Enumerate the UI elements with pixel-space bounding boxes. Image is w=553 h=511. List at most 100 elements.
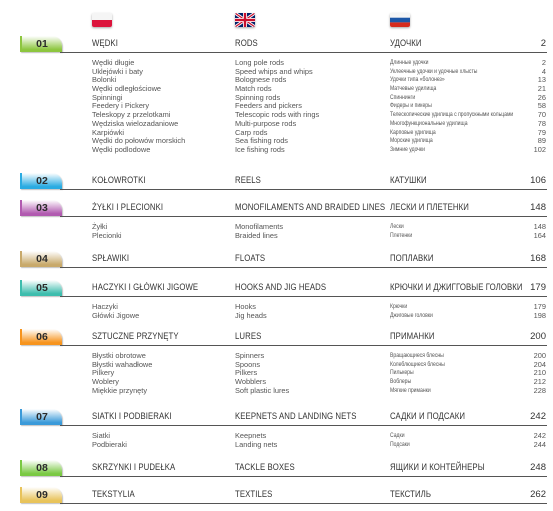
toc-section[interactable]: 09 TEKSTYLIA TEXTILES ТЕКСТИЛЬ 262 [0,487,553,504]
section-header: 08 SKRZYNKI I PUDEŁKA TACKLE BOXES ЯЩИКИ И … [0,460,553,477]
subsection-row[interactable]: Haczyki Hooks Крючки 179 [0,302,553,312]
subsection-row[interactable]: Wędki długie Long pole rods Длинные удочки… [0,58,553,68]
subsection-row[interactable]: Siatki Keepnets Садки 242 [0,431,553,441]
section-title-en: TACKLE BOXES [235,462,295,473]
subsection-row[interactable]: Feedery i Pickery Feeders and pickers Фиде… [0,102,553,111]
subsection-title-ru: Фидеры и пикеры [390,102,432,110]
subsection-page-number: 21 [537,84,546,94]
section-divider [60,267,547,268]
subsection-row[interactable]: Wędziska wielozadaniowe Multi-purpose rod… [0,119,553,129]
toc-section[interactable]: 08 SKRZYNKI I PUDEŁKA TACKLE BOXES ЯЩИКИ И … [0,460,553,477]
subsection-row[interactable]: Plecionki Braided lines Плетенки 164 [0,230,553,241]
section-number-tab: 02 [20,173,62,189]
subsection-page-number: 210 [533,368,546,378]
subsection-list: Żyłki Monofilaments Лески 148 Plecionki Braid… [0,222,553,241]
subsection-title-pl: Wędki odległościowe [92,84,162,94]
subsection-title-ru: Пилькеры [390,369,414,377]
section-page-number: 148 [530,202,546,213]
subsection-title-pl: Karpiówki [92,127,125,137]
section-divider [60,476,547,477]
subsection-title-pl: Spinningi [92,92,123,102]
subsection-title-en: Spoons [235,359,261,369]
subsection-row[interactable]: Wędki odległościowe Match rods Матчевые уд… [0,84,553,94]
subsection-title-ru: Карповые удилища [390,128,436,136]
toc-section[interactable]: 05 HACZYKI I GŁÓWKI JIGOWE HOOKS AND JIG H… [0,280,553,320]
section-title-ru: ТЕКСТИЛЬ [390,489,432,500]
subsection-title-ru: Спиннинги [390,93,416,101]
toc-section[interactable]: 02 KOŁOWROTKI REELS КАТУШКИ 106 [0,173,553,190]
subsection-row[interactable]: Główki Jigowe Jig heads Джиговые головки 19… [0,310,553,321]
section-page-number: 248 [530,462,546,473]
subsection-row[interactable]: Wędki do połowów morskich Sea fishing rod… [0,136,553,146]
subsection-title-en: Ice fishing rods [235,144,285,154]
section-title-en: HOOKS AND JIG HEADS [235,282,327,293]
section-title-en: TEXTILES [235,489,273,500]
subsection-title-pl: Uklejówki i baty [92,66,143,76]
subsection-page-number: 13 [537,75,546,85]
subsection-row[interactable]: Uklejówki i baty Speed whips and whips Укл… [0,66,553,77]
section-number-tab: 01 [20,36,62,52]
subsection-title-en: Wobblers [235,377,267,387]
section-header: 06 SZTUCZNE PRZYNĘTY LURES ПРИМАНКИ 200 [0,329,553,346]
subsection-title-pl: Żyłki [92,222,108,231]
subsection-title-ru: Зимние удочки [390,145,425,153]
subsection-row[interactable]: Wędki podlodowe Ice fishing rods Зимние уд… [0,144,553,155]
section-page-number: 168 [530,253,546,264]
toc-section[interactable]: 01 WĘDKI RODS УДОЧКИ 2 Wędki długie Long pole … [0,36,553,155]
subsection-row[interactable]: Karpiówki Carp rods Карповые удилища 79 [0,127,553,138]
subsection-row[interactable]: Teleskopy z przelotkami Telescopic rods w… [0,110,553,120]
toc-section[interactable]: 06 SZTUCZNE PRZYNĘTY LURES ПРИМАНКИ 200 Błyst… [0,329,553,395]
section-title-pl: TEKSTYLIA [92,489,135,500]
section-divider [60,503,547,504]
subsection-title-en: Spinners [235,351,265,360]
subsection-page-number: 200 [533,351,546,360]
subsection-row[interactable]: Podbieraki Landing nets Подсаки 244 [0,439,553,450]
subsection-page-number: 89 [537,136,546,146]
section-title-pl: ŻYŁKI I PLECIONKI [92,202,164,213]
section-number-tab: 08 [20,460,62,476]
subsection-row[interactable]: Żyłki Monofilaments Лески 148 [0,222,553,232]
toc-section[interactable]: 04 SPŁAWIKI FLOATS ПОПЛАВКИ 168 [0,251,553,268]
section-page-number: 200 [530,331,546,342]
subsection-list: Siatki Keepnets Садки 242 Podbieraki Landing … [0,431,553,450]
subsection-title-en: Bolognese rods [235,75,287,85]
section-title-ru: КАТУШКИ [390,175,427,186]
section-header: 03 ŻYŁKI I PLECIONKI MONOFILAMENTS AND BRA… [0,200,553,217]
subsection-title-ru: Колеблющиеся блесны [390,360,445,368]
subsection-title-ru: Удочки типа «болонез» [390,76,445,84]
subsection-row[interactable]: Woblery Wobblers Воблеры 212 [0,377,553,387]
toc-section[interactable]: 03 ŻYŁKI I PLECIONKI MONOFILAMENTS AND BRA… [0,200,553,240]
subsection-title-pl: Podbieraki [92,439,127,449]
subsection-title-pl: Wędki długie [92,58,135,67]
subsection-row[interactable]: Pilkery Pilkers Пилькеры 210 [0,369,553,378]
section-divider [60,345,547,346]
subsection-title-ru: Лески [390,223,404,230]
subsection-title-pl: Woblery [92,377,119,387]
subsection-title-ru: Многофункциональные удилища [390,119,468,127]
subsection-row[interactable]: Błystki wahadłowe Spoons Колеблющиеся блес… [0,359,553,370]
subsection-title-pl: Siatki [92,431,111,440]
section-title-ru: УДОЧКИ [390,38,422,49]
section-page-number: 179 [530,282,546,293]
subsection-row[interactable]: Bolonki Bolognese rods Удочки типа «болоне… [0,76,553,85]
subsection-title-en: Braided lines [235,230,278,240]
subsection-title-pl: Główki Jigowe [92,310,140,320]
subsection-page-number: 244 [533,439,546,449]
toc-section[interactable]: 07 SIATKI I PODBIERAKI KEEPNETS AND LANDIN… [0,409,553,449]
section-title-ru: КРЮЧКИ И ДЖИГГОВЫЕ ГОЛОВКИ [390,282,523,293]
subsection-title-ru: Садки [390,432,405,439]
subsection-title-pl: Bolonki [92,75,117,85]
subsection-list: Błystki obrotowe Spinners Вращающиеся блес… [0,351,553,396]
subsection-title-ru: Длинные удочки [390,59,429,66]
section-title-en: FLOATS [235,253,266,264]
section-title-ru: ЯЩИКИ И КОНТЕЙНЕРЫ [390,462,485,473]
subsection-title-ru: Плетенки [390,231,413,239]
subsection-row[interactable]: Błystki obrotowe Spinners Вращающиеся блес… [0,351,553,361]
section-title-en: KEEPNETS AND LANDING NETS [235,411,357,422]
section-page-number: 242 [530,411,546,422]
section-title-pl: SKRZYNKI I PUDEŁKA [92,462,176,473]
subsection-title-pl: Pilkery [92,368,115,378]
subsection-row[interactable]: Miękkie przynęty Soft plastic lures Мягкие… [0,386,553,396]
poland-flag-icon [92,13,112,27]
subsection-row[interactable]: Spinningi Spinning rods Спиннинги 26 [0,92,553,103]
